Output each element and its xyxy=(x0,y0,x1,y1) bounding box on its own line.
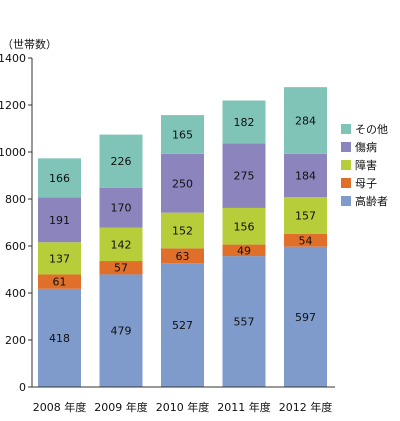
bar-segment xyxy=(222,244,266,257)
bar-segment xyxy=(38,197,81,243)
bar-segment xyxy=(99,261,143,275)
bar-segment xyxy=(38,288,81,387)
data-label: 166 xyxy=(49,172,70,185)
data-label: 157 xyxy=(295,210,316,223)
bar-stack: 479 57 142 170 226 xyxy=(99,134,143,387)
data-label: 165 xyxy=(172,128,193,141)
bar-segment xyxy=(161,263,204,387)
bar-segment xyxy=(38,242,81,275)
x-axis: 2008 年度 2009 年度 2010 年度 2011 年度 2012 年度 xyxy=(32,386,335,414)
bar-segment xyxy=(284,246,327,387)
y-tick-label: 1200 xyxy=(0,99,26,112)
bar-segment xyxy=(99,134,143,188)
data-label: 137 xyxy=(49,252,70,265)
y-tick-label: 800 xyxy=(5,193,26,206)
legend-label: 母子 xyxy=(355,177,377,190)
data-label: 418 xyxy=(49,332,70,345)
x-tick-label: 2011 年度 xyxy=(217,400,271,414)
data-label: 191 xyxy=(49,214,70,227)
y-tick-label: 400 xyxy=(5,287,26,300)
data-label: 49 xyxy=(237,244,251,257)
y-axis: 0 200 400 600 800 1000 1200 1400 xyxy=(0,52,33,394)
legend-item: 傷病 xyxy=(341,140,377,154)
data-label: 479 xyxy=(111,325,132,338)
bar-segment xyxy=(222,100,266,144)
legend-swatch xyxy=(341,124,351,134)
x-tick-label: 2008 年度 xyxy=(33,400,87,414)
bar-segment xyxy=(284,153,327,198)
y-tick-label: 1000 xyxy=(0,146,26,159)
bar-segment xyxy=(284,87,327,154)
bar-segment xyxy=(38,158,81,198)
bar-segment xyxy=(284,234,327,247)
bar-segment xyxy=(99,274,143,387)
y-tick-label: 1400 xyxy=(0,52,26,65)
legend-swatch xyxy=(341,142,351,152)
data-label: 527 xyxy=(172,319,193,332)
bar-stack: 597 54 157 184 284 xyxy=(284,87,327,387)
x-tick-label: 2012 年度 xyxy=(279,400,333,414)
data-label: 156 xyxy=(234,220,255,233)
y-tick-label: 600 xyxy=(5,240,26,253)
legend-label: 傷病 xyxy=(355,140,377,154)
legend-swatch xyxy=(341,160,351,170)
bar-segment xyxy=(38,274,81,289)
bar-segment xyxy=(161,248,204,264)
bar-segment xyxy=(222,207,266,245)
bar-segment xyxy=(222,143,266,208)
legend-item: 高齢者 xyxy=(341,194,388,208)
y-tick-label: 200 xyxy=(5,334,26,347)
data-label: 250 xyxy=(172,177,193,190)
bar-segment xyxy=(222,256,266,387)
bars: 418 61 137 191 166 479 57 142 170 226 527 63 152 250 1… xyxy=(38,87,327,387)
data-label: 275 xyxy=(234,170,255,183)
bar-stack: 557 49 156 275 182 xyxy=(222,100,266,387)
legend-item: 母子 xyxy=(341,177,377,190)
data-label: 226 xyxy=(111,155,132,168)
legend-swatch xyxy=(341,196,351,206)
bar-stack: 527 63 152 250 165 xyxy=(161,115,204,387)
legend-item: 障害 xyxy=(341,158,377,172)
data-label: 61 xyxy=(53,276,67,289)
data-label: 142 xyxy=(111,238,132,251)
data-label: 182 xyxy=(234,116,255,129)
legend-item: その他 xyxy=(341,123,388,136)
data-label: 63 xyxy=(176,250,190,263)
x-tick-label: 2010 年度 xyxy=(156,400,210,414)
bar-segment xyxy=(161,153,204,213)
data-label: 284 xyxy=(295,115,316,128)
data-label: 184 xyxy=(295,170,316,183)
bar-segment xyxy=(161,212,204,249)
y-tick-label: 0 xyxy=(19,381,26,394)
y-axis-unit-label: （世帯数） xyxy=(2,38,57,51)
x-tick-label: 2009 年度 xyxy=(94,400,148,414)
data-label: 54 xyxy=(299,234,313,247)
bar-segment xyxy=(161,115,204,154)
legend-label: その他 xyxy=(355,123,388,136)
legend-label: 障害 xyxy=(355,158,377,172)
data-label: 597 xyxy=(295,311,316,324)
data-label: 57 xyxy=(114,262,128,275)
bar-stack: 418 61 137 191 166 xyxy=(38,158,81,387)
legend-label: 高齢者 xyxy=(355,194,388,208)
bar-segment xyxy=(99,227,143,262)
data-label: 170 xyxy=(111,202,132,215)
bar-segment xyxy=(284,197,327,235)
data-label: 152 xyxy=(172,224,193,237)
data-label: 557 xyxy=(234,316,255,329)
bar-segment xyxy=(99,187,143,228)
legend-swatch xyxy=(341,178,351,188)
